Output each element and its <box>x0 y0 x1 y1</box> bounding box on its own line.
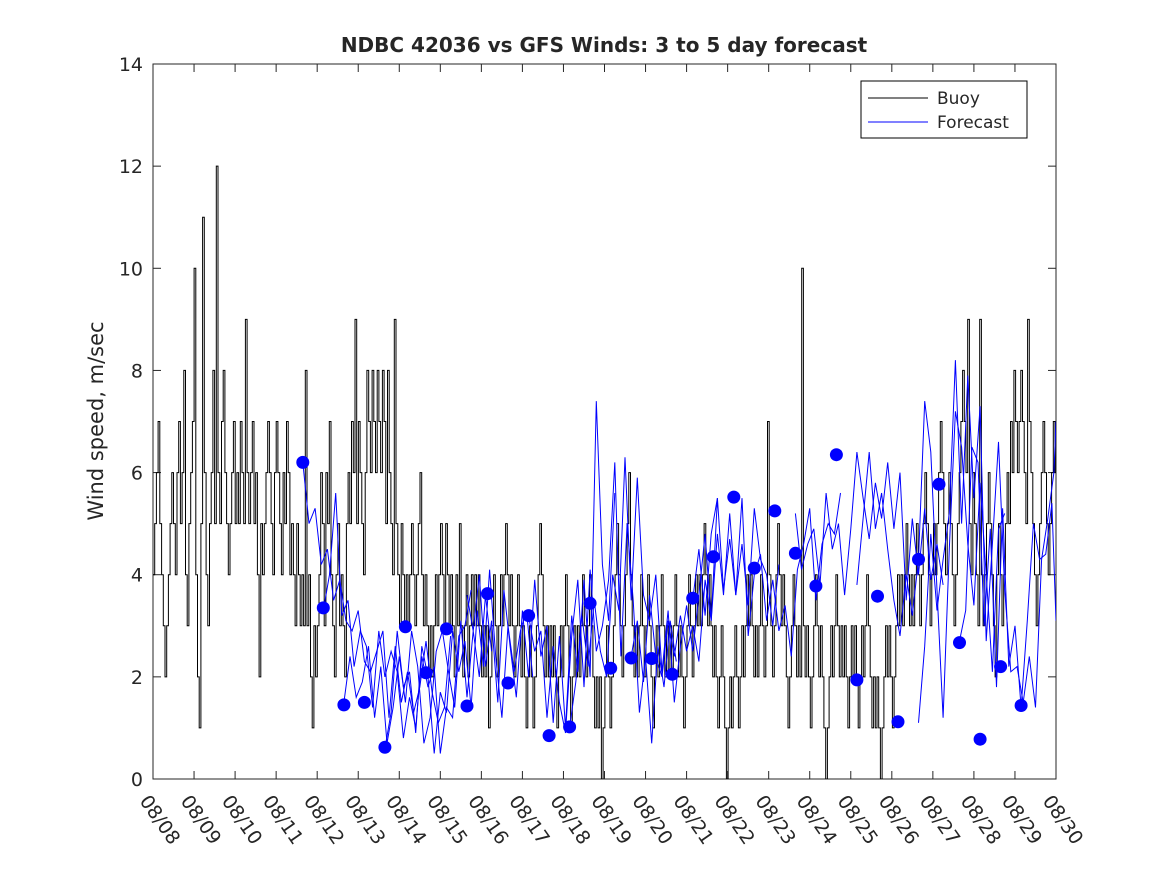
x-tick-label: 08/22 <box>710 791 759 848</box>
forecast-marker <box>829 448 843 462</box>
x-tick-label: 08/16 <box>463 791 512 848</box>
forecast-marker <box>871 589 884 603</box>
forecast-marker <box>665 667 679 681</box>
forecast-markers <box>296 448 1028 754</box>
forecast-marker <box>624 651 638 665</box>
forecast-marker <box>501 676 515 690</box>
x-tick-label: 08/25 <box>833 791 882 848</box>
forecast-marker <box>768 504 782 518</box>
legend: Buoy Forecast <box>860 80 1028 139</box>
x-tick-labels: 08/0808/0908/1008/1108/1208/1308/1408/15… <box>135 791 1087 848</box>
forecast-marker <box>378 740 392 754</box>
forecast-marker <box>645 652 659 665</box>
x-tick-label: 08/24 <box>792 791 841 848</box>
forecast-marker <box>563 720 577 734</box>
forecast-marker <box>891 715 905 729</box>
buoy-series <box>153 165 1056 779</box>
forecast-marker <box>994 660 1008 674</box>
y-tick-label: 4 <box>131 565 143 587</box>
legend-forecast-label: Forecast <box>937 113 1009 133</box>
y-tick-label: 6 <box>131 463 143 485</box>
x-tick-label: 08/11 <box>258 791 307 848</box>
forecast-marker <box>706 550 720 564</box>
y-tick-labels: 0 2 4 6 8 10 12 14 <box>119 54 143 791</box>
x-tick-label: 08/13 <box>340 791 389 848</box>
forecast-marker <box>542 729 556 743</box>
x-tick-label: 08/26 <box>874 791 923 848</box>
x-tick-label: 08/19 <box>586 791 635 848</box>
legend-buoy-label: Buoy <box>937 89 980 109</box>
legend-box <box>860 80 1028 139</box>
y-tick-label: 10 <box>119 258 143 280</box>
forecast-marker <box>912 552 925 566</box>
y-tick-label: 8 <box>131 360 143 382</box>
y-tick-label: 14 <box>119 54 143 76</box>
forecast-marker <box>747 561 761 575</box>
x-tick-label: 08/15 <box>422 791 471 848</box>
forecast-run-line <box>466 401 616 728</box>
y-tick-label: 2 <box>131 667 143 689</box>
forecast-marker <box>604 661 618 675</box>
forecast-marker <box>419 666 433 680</box>
forecast-marker <box>973 732 987 746</box>
x-tick-label: 08/23 <box>751 791 800 848</box>
y-tick-label: 0 <box>131 769 143 791</box>
x-tick-label: 08/09 <box>176 791 225 848</box>
forecast-marker <box>296 455 310 469</box>
x-tick-label: 08/14 <box>381 791 430 848</box>
forecast-marker <box>953 636 966 650</box>
forecast-marker <box>481 587 494 601</box>
x-tick-label: 08/28 <box>956 791 1005 848</box>
forecast-marker <box>440 622 453 636</box>
forecast-marker <box>357 695 371 709</box>
forecast-marker <box>460 699 474 713</box>
x-tick-label: 08/17 <box>504 791 553 848</box>
forecast-run-line <box>856 401 1006 718</box>
x-tick-label: 08/27 <box>915 791 964 848</box>
forecast-run-line <box>692 492 841 657</box>
forecast-marker <box>932 477 946 491</box>
x-tick-label: 08/18 <box>545 791 594 848</box>
forecast-marker <box>337 698 351 712</box>
forecast-marker <box>1014 699 1028 712</box>
y-tick-label: 12 <box>119 156 143 178</box>
x-tick-label: 08/12 <box>299 791 348 848</box>
y-axis-label: Wind speed, m/sec <box>84 321 108 520</box>
forecast-marker <box>398 620 412 634</box>
forecast-run-line <box>959 446 1056 708</box>
forecast-marker <box>727 490 741 504</box>
x-tick-label: 08/21 <box>668 791 717 848</box>
forecast-marker <box>522 609 536 623</box>
x-tick-label: 08/08 <box>135 791 184 848</box>
forecast-marker <box>686 591 700 605</box>
forecast-run-line <box>918 360 1056 723</box>
forecast-series <box>302 360 1056 754</box>
buoy-line <box>153 165 1056 779</box>
x-tick-label: 08/10 <box>217 791 266 848</box>
chart-title: NDBC 42036 vs GFS Winds: 3 to 5 day fore… <box>341 33 868 57</box>
forecast-marker <box>850 673 864 687</box>
forecast-marker <box>583 596 597 610</box>
forecast-run-line <box>343 595 493 744</box>
forecast-run-line <box>528 462 677 744</box>
forecast-marker <box>788 546 802 560</box>
x-tick-label: 08/20 <box>627 791 676 848</box>
forecast-marker <box>316 601 330 615</box>
x-tick-label: 08/30 <box>1038 791 1087 848</box>
x-tick-label: 08/29 <box>997 791 1046 848</box>
forecast-marker <box>809 579 823 593</box>
